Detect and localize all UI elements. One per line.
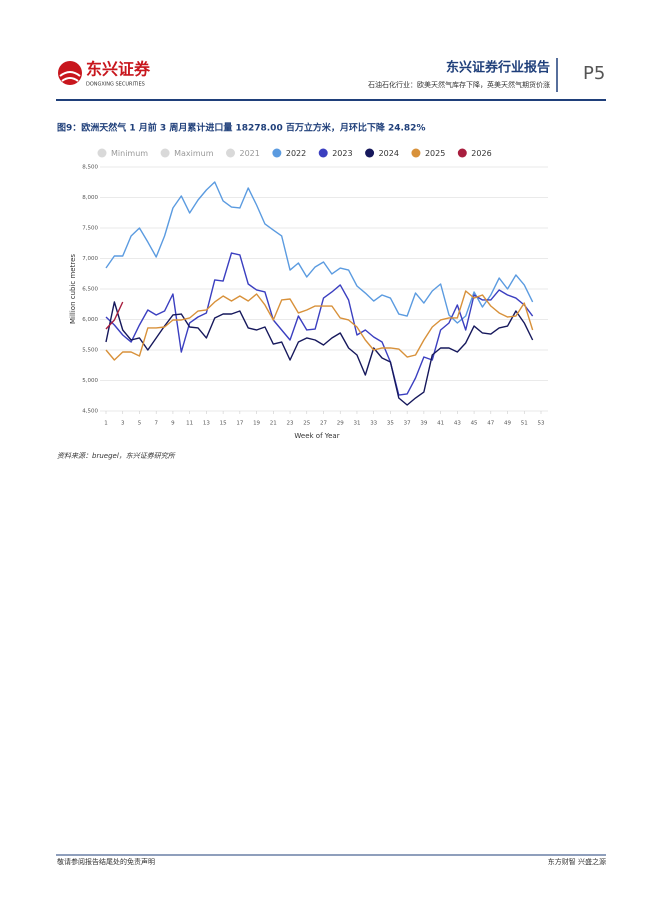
x-tick-label: 47 — [487, 421, 494, 427]
legend-label: 2024 — [379, 149, 399, 158]
legend-label: Minimum — [111, 149, 148, 158]
chart: 4,500 5,000 5,500 6,000 6,500 7,000 7,500 8,000… — [69, 148, 548, 440]
x-tick-label: 1 — [104, 421, 108, 427]
report-title: 东兴证券行业报告 — [446, 60, 550, 76]
x-tick-label: 43 — [454, 421, 461, 427]
series-line — [105, 290, 534, 361]
y-tick-label: 7,500 — [82, 226, 98, 232]
x-tick-label: 25 — [303, 421, 310, 427]
y-tick-label: 8,500 — [82, 165, 98, 171]
x-tick-label: 19 — [253, 421, 260, 427]
y-tick-label: 4,500 — [82, 409, 98, 415]
footer-right: 东方财智 兴盛之源 — [548, 857, 606, 866]
legend-swatch — [365, 148, 375, 158]
x-tick-label: 21 — [270, 421, 277, 427]
y-tick-label: 5,000 — [82, 378, 98, 384]
y-tick-label: 8,000 — [82, 195, 98, 201]
legend-swatch — [272, 148, 282, 158]
x-tick-label: 39 — [420, 421, 427, 427]
legend-swatch — [318, 148, 328, 158]
x-tick-label: 15 — [220, 421, 227, 427]
footer-left: 敬请参阅报告结尾处的免责声明 — [57, 857, 155, 866]
logo-cn: 东兴证券 — [86, 60, 151, 79]
x-tick-label: 53 — [538, 421, 545, 427]
x-tick-label: 51 — [521, 421, 528, 427]
x-tick-label: 11 — [186, 421, 193, 427]
series-line — [105, 181, 534, 324]
x-tick-label: 27 — [320, 421, 327, 427]
series-line — [105, 301, 534, 406]
logo-wave — [59, 71, 81, 82]
logo-en: DONGXING SECURITIES — [86, 82, 145, 88]
legend-swatch — [160, 148, 170, 158]
legend-swatch — [97, 148, 107, 158]
legend-label: 2023 — [332, 149, 352, 158]
page-number: P5 — [583, 63, 605, 84]
x-tick-label: 41 — [437, 421, 444, 427]
y-tick-label: 5,500 — [82, 348, 98, 354]
legend-label: Maximum — [174, 149, 214, 158]
x-tick-label: 5 — [138, 421, 142, 427]
legend-label: 2021 — [240, 149, 260, 158]
y-axis-title: Million cubic metres — [69, 254, 77, 324]
legend-label: 2022 — [286, 149, 306, 158]
report-subtitle: 石油石化行业：欧美天然气库存下降，英美天然气期货价涨 — [368, 80, 550, 89]
legend-swatch — [226, 148, 235, 158]
figure-title: 图9：欧洲天然气 1 月前 3 周月累计进口量 18278.00 百万立方米，月… — [57, 122, 425, 134]
x-tick-label: 33 — [370, 421, 377, 427]
y-tick-label: 6,500 — [82, 287, 98, 293]
x-tick-label: 23 — [287, 421, 294, 427]
series-line — [105, 252, 534, 396]
x-tick-label: 3 — [121, 421, 125, 427]
x-axis-title: Week of Year — [294, 432, 339, 440]
legend-swatch — [457, 148, 467, 158]
y-tick-label: 6,000 — [82, 317, 98, 323]
x-tick-label: 17 — [236, 421, 243, 427]
x-tick-label: 49 — [504, 421, 511, 427]
legend-swatch — [411, 148, 421, 158]
series-line — [105, 301, 124, 330]
x-tick-label: 31 — [353, 421, 360, 427]
y-tick-label: 7,000 — [82, 256, 98, 262]
x-tick-label: 45 — [471, 421, 478, 427]
x-tick-label: 37 — [404, 421, 411, 427]
x-tick-label: 29 — [337, 421, 344, 427]
x-tick-label: 7 — [154, 421, 158, 427]
x-tick-label: 13 — [203, 421, 210, 427]
legend-label: 2026 — [471, 149, 491, 158]
source-note: 资料来源：bruegel，东兴证券研究所 — [57, 452, 176, 460]
x-tick-label: 9 — [171, 421, 175, 427]
legend-label: 2025 — [425, 149, 445, 158]
x-tick-label: 35 — [387, 421, 394, 427]
